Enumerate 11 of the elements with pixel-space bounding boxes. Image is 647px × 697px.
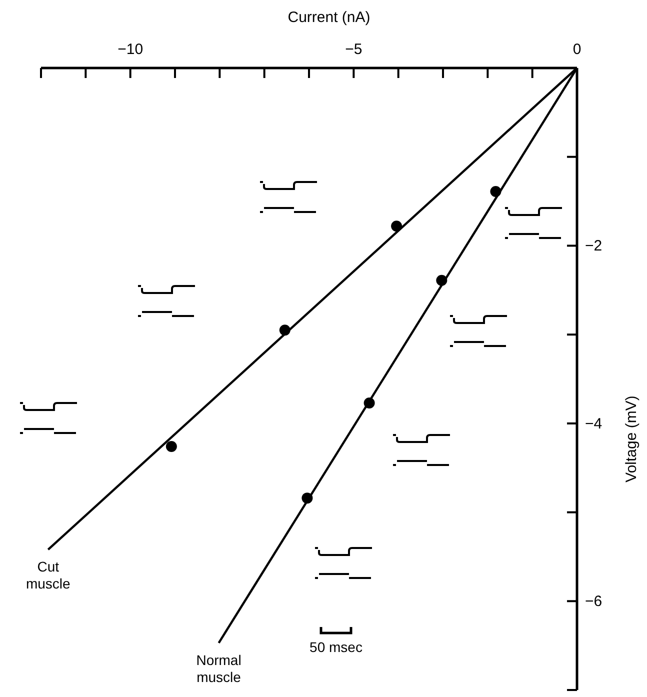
y-tick-label: −6 xyxy=(585,593,602,610)
x-axis-title: Current (nA) xyxy=(288,9,370,26)
x-tick-label: 0 xyxy=(572,41,582,58)
y-axis-title: Voltage (mV) xyxy=(623,396,640,482)
annotation: 50 msec xyxy=(310,639,362,655)
x-tick-label: −5 xyxy=(345,41,362,58)
series-label: Normal muscle xyxy=(196,652,242,685)
y-tick-label: −2 xyxy=(585,238,602,255)
y-tick-label: −4 xyxy=(585,415,602,432)
series-label: Cut muscle xyxy=(26,558,71,592)
x-tick-label: −10 xyxy=(118,41,144,58)
